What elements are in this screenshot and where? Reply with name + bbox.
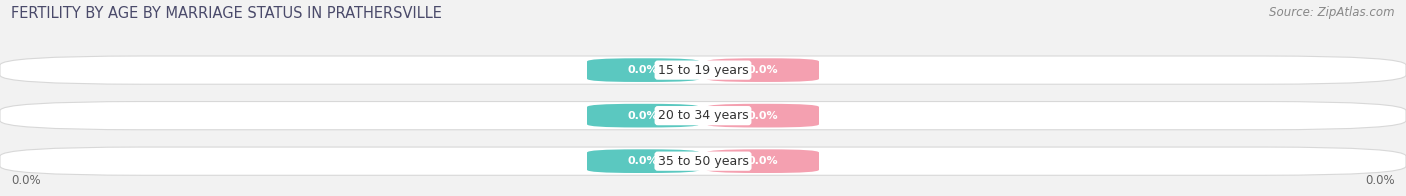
Text: 0.0%: 0.0% [11,174,41,187]
Text: FERTILITY BY AGE BY MARRIAGE STATUS IN PRATHERSVILLE: FERTILITY BY AGE BY MARRIAGE STATUS IN P… [11,6,441,21]
Text: Source: ZipAtlas.com: Source: ZipAtlas.com [1270,6,1395,19]
Text: 0.0%: 0.0% [628,111,658,121]
FancyBboxPatch shape [588,149,700,173]
Text: 0.0%: 0.0% [628,65,658,75]
Text: 0.0%: 0.0% [748,65,778,75]
Text: 0.0%: 0.0% [1365,174,1395,187]
FancyBboxPatch shape [707,149,818,173]
Text: 15 to 19 years: 15 to 19 years [658,64,748,77]
FancyBboxPatch shape [707,58,818,82]
FancyBboxPatch shape [0,56,1406,84]
FancyBboxPatch shape [588,104,700,127]
Text: 35 to 50 years: 35 to 50 years [658,155,748,168]
Text: 0.0%: 0.0% [748,156,778,166]
FancyBboxPatch shape [588,58,700,82]
FancyBboxPatch shape [0,147,1406,175]
Text: 0.0%: 0.0% [748,111,778,121]
FancyBboxPatch shape [707,104,818,127]
FancyBboxPatch shape [0,102,1406,130]
Text: 0.0%: 0.0% [628,156,658,166]
Text: 20 to 34 years: 20 to 34 years [658,109,748,122]
